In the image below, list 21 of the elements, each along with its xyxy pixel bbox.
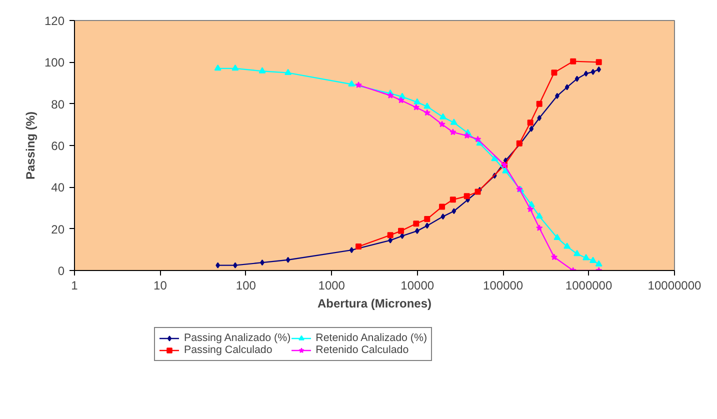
x-tick-label: 10 [154, 278, 168, 292]
x-tick-label: 1000 [318, 278, 346, 292]
y-tick-label: 100 [44, 56, 65, 70]
x-tick-label: 1 [71, 278, 78, 292]
legend-label: Passing Calculado [184, 344, 272, 356]
y-tick-label: 60 [51, 139, 65, 153]
y-axis-title: Passing (%) [23, 111, 38, 180]
x-tick-label: 100000 [483, 278, 524, 292]
y-tick-label: 0 [58, 264, 65, 278]
x-tick-label: 100 [236, 278, 256, 292]
y-tick-label: 80 [51, 97, 65, 112]
x-tick-label: 10000 [400, 278, 434, 292]
y-tick-label: 20 [51, 222, 65, 236]
x-tick-label: 10000000 [648, 278, 702, 292]
legend-label: Retenido Analizado (%) [316, 332, 427, 344]
x-axis-title: Abertura (Micrones) [317, 296, 432, 310]
legend-label: Passing Analizado (%) [184, 332, 291, 344]
y-tick-label: 40 [51, 180, 65, 195]
x-tick-label: 1000000 [565, 278, 612, 292]
legend-label: Retenido Calculado [316, 344, 409, 356]
y-tick-label: 120 [44, 14, 65, 28]
